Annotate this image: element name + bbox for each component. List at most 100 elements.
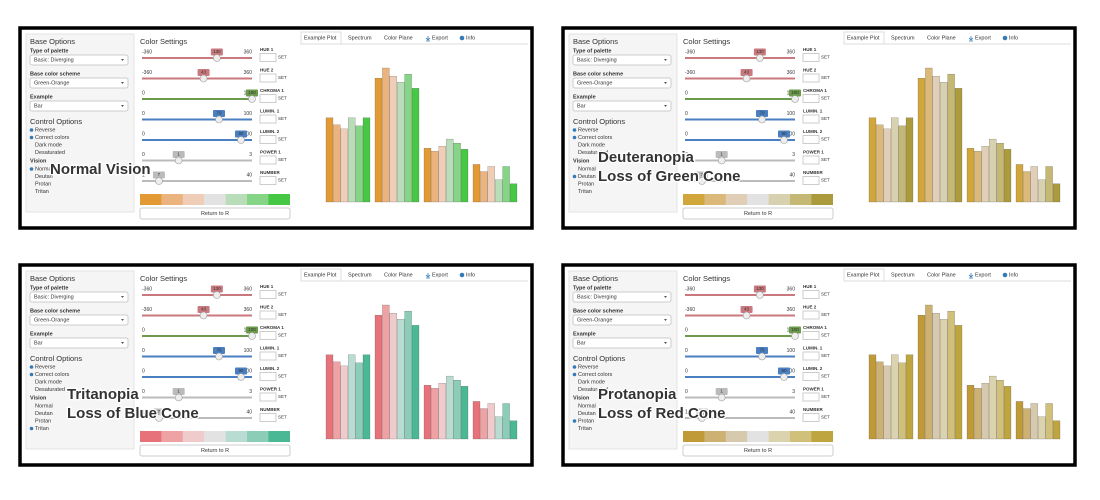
- checkbox[interactable]: [572, 128, 577, 132]
- number-input[interactable]: [259, 392, 277, 402]
- radio[interactable]: [572, 419, 577, 423]
- slider-thumb[interactable]: [756, 291, 764, 299]
- tab[interactable]: Spectrum: [891, 272, 915, 278]
- tab[interactable]: Info: [1009, 272, 1018, 278]
- slider-thumb[interactable]: [791, 332, 799, 340]
- slider-thumb[interactable]: [791, 95, 799, 103]
- checkbox[interactable]: [572, 372, 577, 377]
- checkbox[interactable]: [29, 128, 34, 132]
- number-input[interactable]: [259, 413, 277, 422]
- slider-thumb[interactable]: [199, 74, 208, 83]
- radio[interactable]: [29, 167, 34, 171]
- number-input[interactable]: [802, 73, 820, 83]
- dropdown[interactable]: [29, 77, 129, 89]
- dropdown[interactable]: [29, 100, 129, 112]
- slider-thumb[interactable]: [717, 393, 726, 402]
- return-button[interactable]: [139, 207, 291, 220]
- number-input[interactable]: [802, 155, 820, 165]
- slider-thumb[interactable]: [155, 414, 163, 422]
- number-input[interactable]: [802, 135, 820, 144]
- slider-thumb[interactable]: [237, 136, 245, 144]
- tab[interactable]: Color Plane: [384, 272, 413, 278]
- return-button[interactable]: [682, 444, 834, 457]
- slider-thumb[interactable]: [742, 311, 751, 320]
- tab[interactable]: Example Plot: [847, 35, 880, 41]
- number-input[interactable]: [802, 331, 820, 340]
- slider-thumb[interactable]: [155, 177, 163, 185]
- slider-thumb[interactable]: [780, 136, 788, 144]
- number-input[interactable]: [259, 310, 277, 320]
- tab[interactable]: Example Plot: [847, 272, 880, 278]
- checkbox[interactable]: [29, 372, 34, 377]
- tab[interactable]: Color Plane: [384, 35, 413, 41]
- dropdown[interactable]: [572, 314, 672, 326]
- slider-thumb[interactable]: [199, 311, 208, 320]
- tab[interactable]: Color Plane: [927, 272, 956, 278]
- dropdown[interactable]: [29, 54, 129, 66]
- tab[interactable]: Example Plot: [304, 35, 337, 41]
- slider-thumb[interactable]: [248, 332, 256, 340]
- slider-thumb[interactable]: [248, 95, 256, 103]
- slider-thumb[interactable]: [717, 156, 726, 165]
- number-input[interactable]: [259, 155, 277, 165]
- number-input[interactable]: [802, 372, 820, 381]
- radio[interactable]: [29, 426, 34, 431]
- radio[interactable]: [572, 174, 577, 179]
- tab[interactable]: Info: [466, 272, 475, 278]
- number-input[interactable]: [259, 114, 277, 124]
- tab[interactable]: Export: [975, 35, 991, 41]
- checkbox[interactable]: [29, 365, 34, 369]
- number-input[interactable]: [802, 310, 820, 320]
- tab[interactable]: Info: [466, 35, 475, 41]
- slider-thumb[interactable]: [215, 115, 223, 124]
- dropdown[interactable]: [572, 77, 672, 89]
- checkbox[interactable]: [29, 135, 34, 140]
- slider-thumb[interactable]: [174, 393, 183, 402]
- slider-thumb[interactable]: [215, 352, 223, 361]
- dropdown[interactable]: [29, 337, 129, 349]
- tab[interactable]: Spectrum: [348, 35, 372, 41]
- slider-thumb[interactable]: [237, 373, 245, 381]
- dropdown[interactable]: [29, 291, 129, 303]
- tab[interactable]: Export: [975, 272, 991, 278]
- tab[interactable]: Example Plot: [304, 272, 337, 278]
- number-input[interactable]: [259, 53, 277, 62]
- dropdown[interactable]: [572, 291, 672, 303]
- slider-thumb[interactable]: [756, 54, 764, 62]
- tab[interactable]: Export: [432, 272, 448, 278]
- number-input[interactable]: [259, 94, 277, 103]
- dropdown[interactable]: [29, 314, 129, 326]
- tab[interactable]: Spectrum: [348, 272, 372, 278]
- number-input[interactable]: [259, 351, 277, 361]
- tab[interactable]: Export: [432, 35, 448, 41]
- number-input[interactable]: [259, 290, 277, 299]
- slider-thumb[interactable]: [698, 414, 706, 422]
- number-input[interactable]: [802, 114, 820, 124]
- slider-thumb[interactable]: [742, 74, 751, 83]
- slider-thumb[interactable]: [758, 352, 766, 361]
- slider-thumb[interactable]: [780, 373, 788, 381]
- slider-thumb[interactable]: [758, 115, 766, 124]
- tab[interactable]: Color Plane: [927, 35, 956, 41]
- return-button[interactable]: [139, 444, 291, 457]
- number-input[interactable]: [802, 53, 820, 62]
- number-input[interactable]: [802, 290, 820, 299]
- checkbox[interactable]: [572, 135, 577, 140]
- number-input[interactable]: [802, 413, 820, 422]
- number-input[interactable]: [259, 176, 277, 185]
- return-button[interactable]: [682, 207, 834, 220]
- checkbox[interactable]: [572, 365, 577, 369]
- slider-thumb[interactable]: [213, 54, 221, 62]
- tab[interactable]: Spectrum: [891, 35, 915, 41]
- number-input[interactable]: [259, 331, 277, 340]
- number-input[interactable]: [259, 372, 277, 381]
- number-input[interactable]: [802, 351, 820, 361]
- tab[interactable]: Info: [1009, 35, 1018, 41]
- slider-thumb[interactable]: [213, 291, 221, 299]
- number-input[interactable]: [259, 135, 277, 144]
- dropdown[interactable]: [572, 100, 672, 112]
- slider-thumb[interactable]: [698, 177, 706, 185]
- dropdown[interactable]: [572, 337, 672, 349]
- number-input[interactable]: [259, 73, 277, 83]
- number-input[interactable]: [802, 94, 820, 103]
